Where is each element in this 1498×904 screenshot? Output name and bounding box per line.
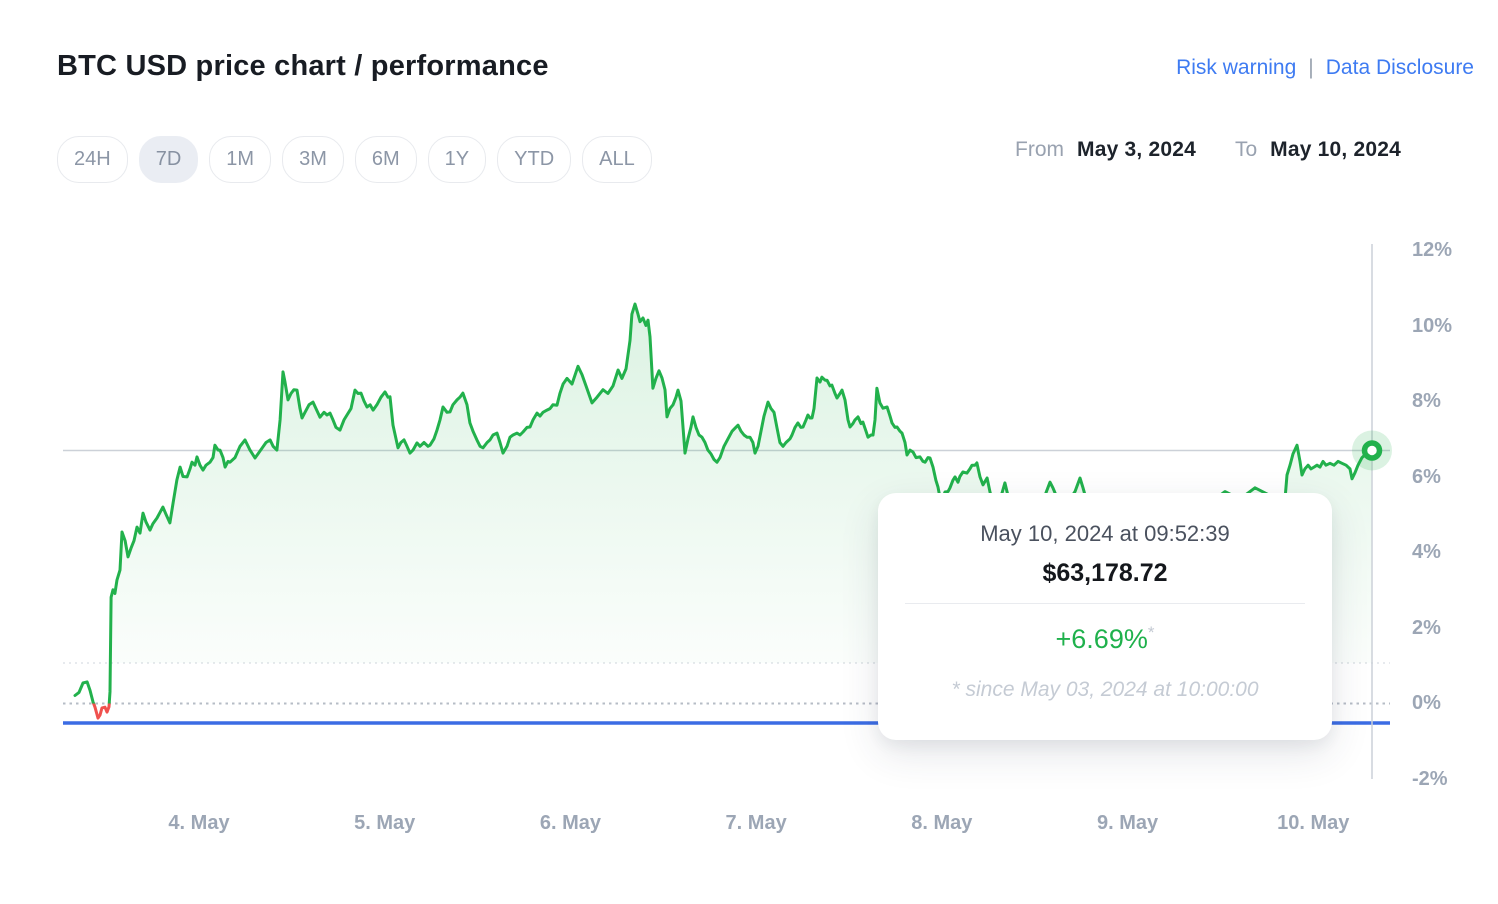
y-tick: 12%: [1412, 239, 1453, 261]
x-tick: 4. May: [168, 812, 230, 834]
to-label: To: [1234, 138, 1258, 161]
x-tick: 6. May: [539, 812, 601, 834]
y-tick: 2%: [1412, 616, 1441, 639]
range-button-1y[interactable]: 1Y: [427, 136, 487, 183]
x-tick: 5. May: [354, 812, 416, 834]
range-selector: 24H 7D 1M 3M 6M 1Y YTD ALL: [57, 136, 652, 183]
date-range: From May 3, 2024 To May 10, 2024: [1015, 138, 1401, 162]
y-tick: 0%: [1412, 692, 1441, 714]
y-tick: 10%: [1412, 314, 1453, 337]
range-button-6m[interactable]: 6M: [354, 136, 417, 183]
tooltip-footnote: * since May 03, 2024 at 10:00:00: [951, 678, 1259, 701]
tooltip-asterisk: *: [1147, 623, 1155, 642]
range-button-1m[interactable]: 1M: [209, 136, 272, 183]
x-tick: 9. May: [1096, 812, 1159, 834]
header-links: Risk warning | Data Disclosure: [1176, 56, 1474, 80]
tooltip-datetime: May 10, 2024 at 09:52:39: [980, 521, 1230, 546]
page-title: BTC USD price chart / performance: [57, 50, 549, 82]
x-tick: 10. May: [1277, 812, 1350, 834]
links-separator: |: [1308, 56, 1314, 79]
x-tick: 8. May: [911, 812, 973, 834]
y-tick: 4%: [1412, 541, 1441, 563]
range-button-ytd[interactable]: YTD: [497, 136, 572, 183]
y-tick: 8%: [1412, 390, 1441, 412]
range-button-3m[interactable]: 3M: [282, 136, 344, 183]
x-tick: 7. May: [725, 812, 787, 834]
y-tick: 6%: [1412, 465, 1441, 488]
tooltip: May 10, 2024 at 09:52:39 $63,178.72 +6.6…: [878, 493, 1332, 740]
to-date-value[interactable]: May 10, 2024: [1270, 138, 1401, 161]
tooltip-change: +6.69%*: [1055, 623, 1155, 654]
y-tick: -2%: [1412, 767, 1448, 790]
tooltip-price: $63,178.72: [1042, 559, 1168, 587]
tooltip-divider: [905, 603, 1305, 604]
data-disclosure-link[interactable]: Data Disclosure: [1325, 56, 1474, 79]
range-button-all[interactable]: ALL: [582, 136, 652, 183]
range-button-24h[interactable]: 24H: [57, 136, 128, 183]
from-label: From: [1015, 138, 1065, 161]
range-button-7d[interactable]: 7D: [138, 136, 199, 183]
current-point-marker: [1361, 440, 1383, 461]
risk-warning-link[interactable]: Risk warning: [1176, 56, 1297, 79]
from-date-value[interactable]: May 3, 2024: [1077, 138, 1196, 161]
